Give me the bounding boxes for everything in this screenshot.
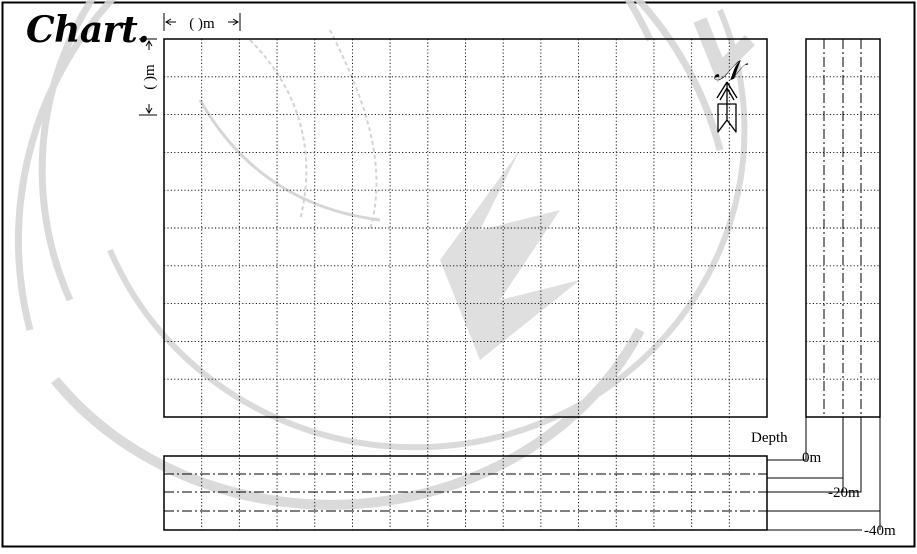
side-section xyxy=(805,38,881,418)
depth-level-0: 0m xyxy=(802,450,822,466)
chart-title: Chart. xyxy=(26,9,150,51)
vertical-scale xyxy=(139,38,157,116)
depth-label: Depth xyxy=(751,430,788,446)
horizontal-scale xyxy=(163,13,241,31)
bottom-section xyxy=(163,455,768,531)
map-frame xyxy=(163,38,768,418)
watermark-emblem xyxy=(14,0,755,510)
depth-level-20: -20m xyxy=(828,485,860,501)
vertical-scale-label: ( )m xyxy=(142,64,158,90)
depth-leaders xyxy=(767,417,881,531)
depth-level-40: -40m xyxy=(864,523,896,539)
grid xyxy=(164,39,880,530)
horizontal-scale-label: ( )m xyxy=(189,16,215,32)
